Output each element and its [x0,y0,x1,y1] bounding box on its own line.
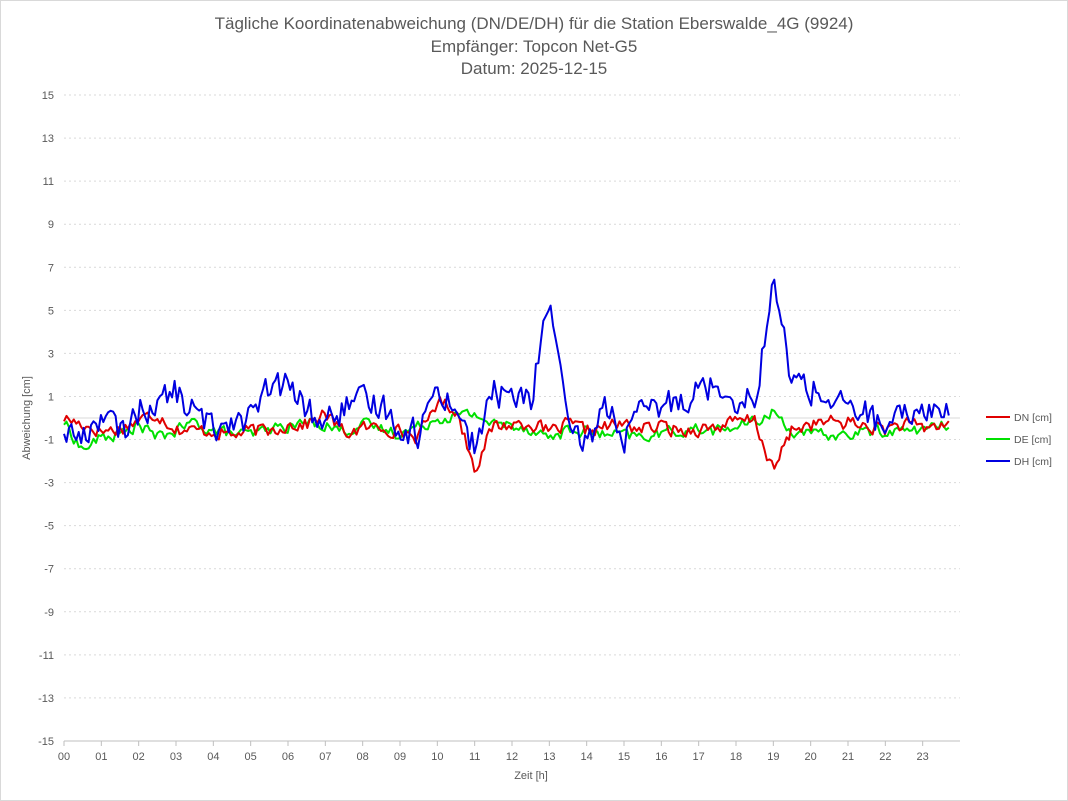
x-tick-label: 01 [95,751,107,763]
y-tick-label: 15 [42,90,54,102]
y-tick-label: 1 [48,391,54,403]
x-tick-label: 07 [319,751,331,763]
x-tick-label: 16 [655,751,667,763]
legend-label-dh: DH [cm] [1014,456,1052,468]
x-tick-label: 23 [917,751,929,763]
x-tick-label: 04 [207,751,219,763]
y-tick-label: -7 [44,564,54,576]
y-tick-label: -11 [39,650,54,662]
x-tick-label: 18 [730,751,742,763]
y-tick-label: -9 [44,607,54,619]
x-tick-label: 02 [133,751,145,763]
y-axis-ticks: 15 13 11 9 7 5 3 1 -1 -3 -5 -7 -9 -11 -13 -15 [38,90,54,748]
title-line-3: Datum: 2025-12-15 [461,59,607,78]
y-tick-label: 13 [42,133,54,145]
y-tick-label: 5 [48,305,54,317]
y-tick-label: 3 [48,348,54,360]
x-tick-label: 00 [58,751,70,763]
y-tick-label: -15 [38,736,54,748]
x-tick-label: 12 [506,751,518,763]
x-tick-label: 22 [879,751,891,763]
x-tick-label: 19 [767,751,779,763]
title-line-1: Tägliche Koordinatenabweichung (DN/DE/DH… [215,14,854,33]
x-axis-ticks: 00 01 02 03 04 05 06 07 08 09 10 11 12 13 14 15 16 17 18 19… [58,741,929,763]
y-tick-label: -13 [38,693,54,705]
x-tick-label: 08 [357,751,369,763]
y-tick-label: -5 [44,521,54,533]
x-tick-label: 13 [543,751,555,763]
legend: DN [cm] DE [cm] DH [cm] [986,412,1052,468]
series-line-dn [63,396,950,473]
x-tick-label: 09 [394,751,406,763]
x-axis-label: Zeit [h] [514,770,548,782]
x-tick-label: 11 [469,751,480,763]
series-lines [63,278,950,473]
y-tick-label: 11 [43,176,54,188]
x-tick-label: 14 [581,751,593,763]
title-line-2: Empfänger: Topcon Net-G5 [431,37,638,56]
chart-title: Tägliche Koordinatenabweichung (DN/DE/DH… [215,14,854,78]
x-tick-label: 03 [170,751,182,763]
series-line-dh [63,278,950,455]
x-tick-label: 21 [842,751,854,763]
y-tick-label: -3 [44,478,54,490]
y-axis-label: Abweichung [cm] [21,376,33,460]
legend-label-de: DE [cm] [1014,434,1051,446]
x-tick-label: 17 [693,751,705,763]
x-tick-label: 15 [618,751,630,763]
y-tick-label: -1 [44,435,54,447]
x-tick-label: 10 [431,751,443,763]
x-tick-label: 06 [282,751,294,763]
legend-label-dn: DN [cm] [1014,412,1052,424]
y-tick-label: 9 [48,219,54,231]
y-tick-label: 7 [48,262,54,274]
x-tick-label: 20 [805,751,817,763]
x-tick-label: 05 [245,751,257,763]
